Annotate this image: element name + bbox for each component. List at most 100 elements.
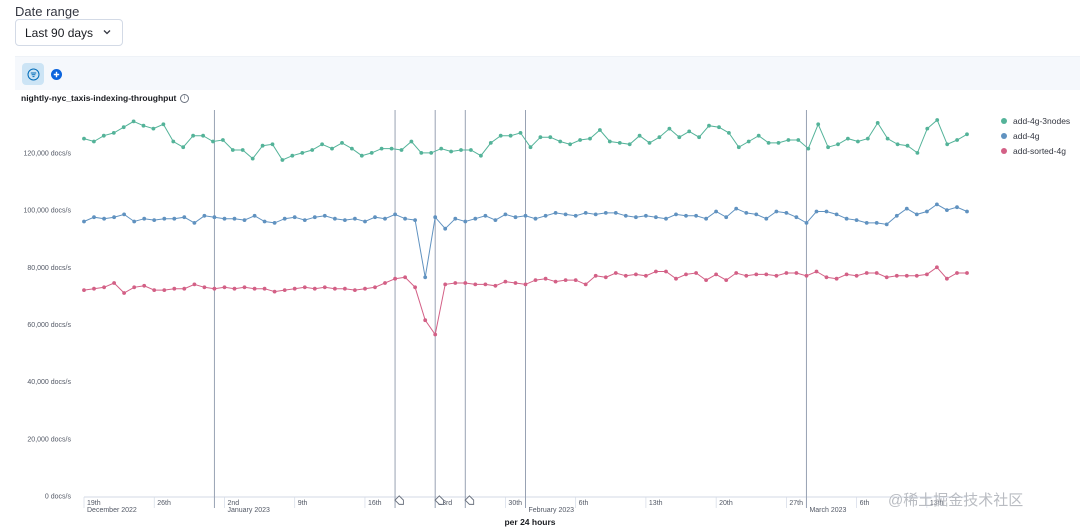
data-point-add-4g[interactable] [282,216,287,221]
data-point-add-4g-3nodes[interactable] [369,151,374,155]
data-point-add-sorted-4g[interactable] [152,288,157,292]
data-point-add-4g[interactable] [744,211,749,215]
data-point-add-4g-3nodes[interactable] [459,148,463,152]
data-point-add-4g[interactable] [92,215,96,220]
data-point-add-sorted-4g[interactable] [523,282,528,287]
data-point-add-4g[interactable] [142,216,147,221]
data-point-add-4g[interactable] [894,213,899,218]
data-point-add-4g[interactable] [754,212,759,217]
data-point-add-4g[interactable] [403,216,407,221]
data-point-add-4g-3nodes[interactable] [856,139,860,144]
data-point-add-4g-3nodes[interactable] [92,139,96,144]
data-point-add-4g-3nodes[interactable] [151,126,156,131]
data-point-add-4g[interactable] [684,213,688,218]
data-point-add-4g-3nodes[interactable] [82,136,86,141]
data-point-add-sorted-4g[interactable] [473,282,478,287]
data-point-add-sorted-4g[interactable] [322,285,327,290]
data-point-add-sorted-4g[interactable] [172,286,177,291]
data-point-add-sorted-4g[interactable] [453,281,458,285]
data-point-add-4g[interactable] [844,216,849,221]
data-point-add-sorted-4g[interactable] [894,273,899,278]
data-point-add-4g-3nodes[interactable] [558,139,563,144]
data-point-add-4g[interactable] [613,211,618,215]
data-point-add-4g[interactable] [774,209,779,214]
data-point-add-sorted-4g[interactable] [212,286,217,291]
data-point-add-sorted-4g[interactable] [122,291,126,295]
data-point-add-4g[interactable] [292,215,297,220]
data-point-add-4g[interactable] [814,209,819,214]
data-point-add-4g[interactable] [904,206,909,211]
data-point-add-4g[interactable] [664,216,668,221]
data-point-add-4g[interactable] [874,221,879,225]
info-icon[interactable]: i [179,94,189,104]
data-point-add-4g[interactable] [473,216,478,221]
data-point-add-4g[interactable] [694,213,698,218]
data-point-add-4g-3nodes[interactable] [607,139,612,144]
data-point-add-4g-3nodes[interactable] [806,146,811,151]
data-point-add-sorted-4g[interactable] [644,273,648,278]
data-point-add-sorted-4g[interactable] [734,271,739,275]
data-point-add-4g-3nodes[interactable] [181,145,186,150]
data-point-add-4g-3nodes[interactable] [627,142,632,147]
data-point-add-4g[interactable] [302,218,307,223]
data-point-add-4g[interactable] [363,219,367,224]
data-point-add-sorted-4g[interactable] [543,276,548,281]
data-point-add-4g-3nodes[interactable] [111,131,116,135]
data-point-add-4g[interactable] [634,215,638,220]
data-point-add-4g[interactable] [533,216,538,221]
data-point-add-4g-3nodes[interactable] [865,136,870,141]
data-point-add-sorted-4g[interactable] [292,286,297,291]
data-point-add-4g-3nodes[interactable] [885,136,890,141]
data-point-add-4g[interactable] [965,209,969,214]
data-point-add-4g[interactable] [483,213,488,218]
data-point-add-4g-3nodes[interactable] [260,143,265,148]
data-point-add-4g-3nodes[interactable] [746,139,751,144]
data-point-add-4g[interactable] [493,218,498,223]
data-point-add-sorted-4g[interactable] [162,288,167,292]
data-point-add-sorted-4g[interactable] [563,278,568,282]
data-point-add-sorted-4g[interactable] [754,272,759,277]
data-point-add-4g-3nodes[interactable] [201,133,206,138]
data-point-add-4g[interactable] [724,215,729,220]
data-point-add-4g-3nodes[interactable] [925,126,930,131]
data-point-add-sorted-4g[interactable] [925,272,929,277]
data-point-add-4g-3nodes[interactable] [955,138,959,142]
data-point-add-sorted-4g[interactable] [714,272,718,277]
legend-item[interactable]: add-sorted-4g [1001,143,1070,158]
data-point-add-4g[interactable] [623,213,628,218]
data-point-add-4g[interactable] [925,209,929,214]
data-point-add-4g-3nodes[interactable] [667,126,672,131]
data-point-add-4g-3nodes[interactable] [508,133,513,138]
add-filter-button[interactable] [45,63,67,85]
data-point-add-sorted-4g[interactable] [252,286,257,291]
data-point-add-4g[interactable] [453,216,458,221]
data-point-add-4g-3nodes[interactable] [221,138,225,142]
data-point-add-sorted-4g[interactable] [623,273,628,278]
data-point-add-4g-3nodes[interactable] [518,131,523,135]
data-point-add-sorted-4g[interactable] [433,332,438,337]
data-point-add-4g[interactable] [644,213,648,218]
data-point-add-4g[interactable] [162,216,167,221]
data-point-add-4g-3nodes[interactable] [816,122,821,127]
data-point-add-4g[interactable] [102,216,106,221]
data-point-add-sorted-4g[interactable] [343,286,347,291]
data-point-add-sorted-4g[interactable] [363,286,367,291]
data-point-add-4g-3nodes[interactable] [846,136,850,141]
data-point-add-4g-3nodes[interactable] [717,125,721,130]
data-point-add-4g-3nodes[interactable] [935,118,940,122]
data-point-add-sorted-4g[interactable] [533,278,538,282]
data-point-add-4g-3nodes[interactable] [131,119,136,124]
data-point-add-4g-3nodes[interactable] [617,141,622,145]
data-point-add-sorted-4g[interactable] [413,285,417,290]
data-point-add-4g-3nodes[interactable] [300,151,305,155]
data-point-add-4g[interactable] [333,216,337,221]
data-point-add-4g-3nodes[interactable] [826,145,830,150]
data-point-add-4g-3nodes[interactable] [528,145,533,150]
data-point-add-4g-3nodes[interactable] [945,142,950,147]
data-point-add-4g[interactable] [122,212,126,217]
data-point-add-sorted-4g[interactable] [463,281,468,285]
data-point-add-4g-3nodes[interactable] [290,153,295,158]
data-point-add-sorted-4g[interactable] [664,269,668,274]
data-point-add-4g-3nodes[interactable] [429,151,434,155]
data-point-add-sorted-4g[interactable] [593,273,598,278]
